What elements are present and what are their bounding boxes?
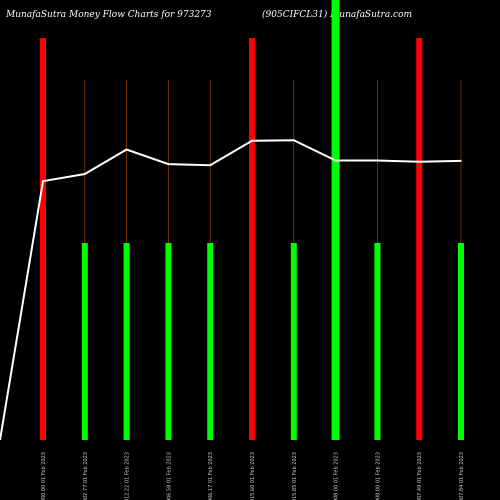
tick-label-0: 1000.00 01 Feb 2023 — [41, 452, 47, 500]
bar-10 — [458, 243, 464, 440]
bar-9 — [416, 38, 423, 440]
price-point-6 — [293, 139, 295, 141]
price-point-4 — [209, 164, 211, 167]
tick-label-7: 1008.00 01 Feb 2023 — [334, 452, 340, 500]
tick-label-5: 1015.60 01 Feb 2023 — [250, 452, 256, 500]
price-point-5 — [251, 140, 253, 142]
price-point-9 — [418, 160, 421, 163]
bar-5 — [249, 38, 255, 440]
bar-1 — [81, 243, 88, 440]
tick-label-4: 1006.17 01 Feb 2023 — [208, 452, 214, 500]
price-point-1 — [84, 173, 86, 175]
tick-label-1: 1002.77 01 Feb 2023 — [83, 452, 89, 500]
tick-label-9: 1007.49 01 Feb 2023 — [417, 452, 423, 500]
tick-label-2: 1012.22 01 Feb 2023 — [125, 452, 131, 500]
bar-7 — [331, 0, 340, 440]
tick-label-10: 1007.84 01 Feb 2023 — [459, 452, 465, 500]
price-point-0 — [42, 180, 44, 182]
price-point-8 — [376, 159, 379, 162]
bar-4 — [207, 243, 214, 440]
tick-label-8: 1008.00 01 Feb 2023 — [375, 452, 381, 500]
price-point-2 — [125, 148, 128, 151]
price-point-3 — [167, 163, 170, 165]
price-point-7 — [334, 159, 337, 162]
tick-label-3: 1006.58 01 Feb 2023 — [166, 452, 172, 500]
price-line-group — [0, 139, 462, 441]
bar-6 — [290, 243, 297, 440]
bar-8 — [374, 243, 381, 440]
bar-0 — [40, 38, 46, 440]
tick-label-6: 1015.85 01 Feb 2023 — [292, 452, 298, 500]
price-point-10 — [460, 160, 462, 162]
bar-3 — [165, 243, 172, 440]
tick-labels-group: 1000.00 01 Feb 2023 1002.77 01 Feb 2023 10… — [41, 452, 465, 500]
chart-title-left: MunafaSutra Money Flow Charts for 973273 — [6, 10, 212, 20]
bar-2 — [123, 243, 130, 440]
price-line — [0, 139, 462, 441]
bars-group — [40, 0, 464, 440]
